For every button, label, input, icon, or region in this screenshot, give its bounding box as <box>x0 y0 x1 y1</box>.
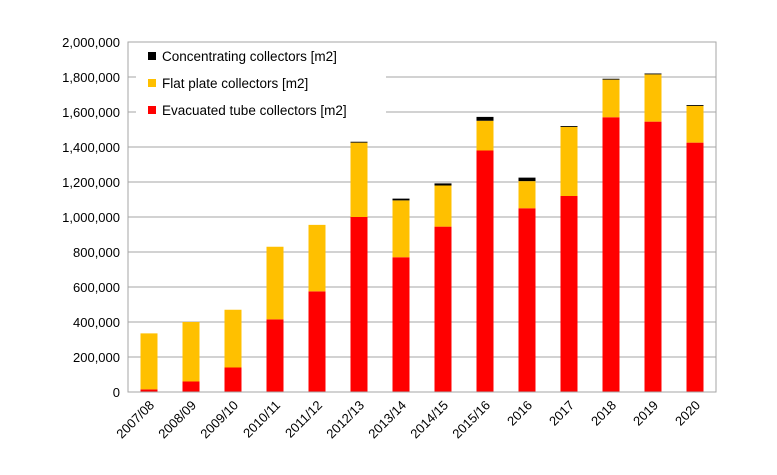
bar-segment <box>602 78 620 80</box>
bar-segment <box>350 141 368 143</box>
bar-segment <box>602 117 620 392</box>
bar-segment <box>476 116 494 121</box>
bar-segment <box>308 291 326 392</box>
legend-swatch <box>148 106 156 114</box>
bar-segment <box>518 208 536 392</box>
y-tick-label: 600,000 <box>73 280 120 295</box>
bar-segment <box>266 319 284 392</box>
bar-segment <box>392 198 410 201</box>
x-tick-label: 2014/15 <box>407 398 451 442</box>
bar-segment <box>518 177 536 182</box>
bars <box>140 73 704 392</box>
bar-segment <box>686 105 704 106</box>
bar-segment <box>392 200 410 258</box>
x-axis-tick-labels: 2007/082008/092009/102010/112011/122012/… <box>113 398 703 442</box>
bar-segment <box>140 333 158 390</box>
bar-segment <box>560 196 578 392</box>
bar-segment <box>434 185 452 227</box>
bar-segment <box>560 126 578 196</box>
bar-segment <box>518 181 536 209</box>
y-tick-label: 400,000 <box>73 315 120 330</box>
x-tick-label: 2019 <box>630 398 661 429</box>
bar-segment <box>644 73 662 75</box>
legend-label: Flat plate collectors [m2] <box>162 76 308 91</box>
axes <box>127 41 717 393</box>
y-tick-label: 1,400,000 <box>62 140 120 155</box>
bar-segment <box>224 309 242 368</box>
y-tick-label: 1,000,000 <box>62 210 120 225</box>
bar-segment <box>602 79 620 118</box>
bar-segment <box>476 120 494 151</box>
x-tick-label: 2016 <box>504 398 535 429</box>
bar-segment <box>350 217 368 392</box>
bar-segment <box>392 257 410 392</box>
bar-segment <box>182 381 200 392</box>
x-tick-label: 2015/16 <box>449 398 493 442</box>
bar-segment <box>434 183 452 186</box>
bar-segment <box>476 150 494 392</box>
x-tick-label: 2008/09 <box>155 398 199 442</box>
bar-segment <box>644 121 662 392</box>
y-tick-label: 2,000,000 <box>62 35 120 50</box>
bar-segment <box>434 226 452 392</box>
y-tick-label: 1,200,000 <box>62 175 120 190</box>
bar-segment <box>224 367 242 392</box>
plot-border <box>127 41 717 393</box>
bar-segment <box>308 224 326 292</box>
x-tick-label: 2017 <box>546 398 577 429</box>
x-tick-label: 2009/10 <box>197 398 241 442</box>
bar-segment <box>266 246 284 320</box>
x-tick-label: 2012/13 <box>323 398 367 442</box>
x-tick-label: 2020 <box>672 398 703 429</box>
bar-segment <box>140 389 158 392</box>
bar-segment <box>686 105 704 143</box>
bar-segment <box>644 74 662 122</box>
bar-segment <box>686 142 704 392</box>
x-tick-label: 2011/12 <box>282 398 325 441</box>
x-tick-label: 2007/08 <box>113 398 157 442</box>
bar-segment <box>182 322 200 382</box>
y-tick-label: 200,000 <box>73 350 120 365</box>
y-tick-label: 800,000 <box>73 245 120 260</box>
y-axis-tick-labels: 0 200,000 400,000 600,000 800,000 1,000,000 1,… <box>62 35 120 400</box>
x-tick-label: 2018 <box>588 398 619 429</box>
x-tick-label: 2010/11 <box>240 398 283 441</box>
legend-swatch <box>148 79 156 87</box>
legend-swatch <box>148 52 156 60</box>
legend-background <box>136 45 386 129</box>
bar-segment <box>350 142 368 217</box>
bar-segment <box>560 126 578 127</box>
legend: Concentrating collectors [m2] Flat plate … <box>136 45 386 129</box>
legend-label: Concentrating collectors [m2] <box>162 49 337 64</box>
legend-label: Evacuated tube collectors [m2] <box>162 103 347 118</box>
y-tick-label: 0 <box>113 385 120 400</box>
y-tick-label: 1,600,000 <box>62 105 120 120</box>
y-tick-label: 1,800,000 <box>62 70 120 85</box>
x-tick-label: 2013/14 <box>365 398 409 442</box>
